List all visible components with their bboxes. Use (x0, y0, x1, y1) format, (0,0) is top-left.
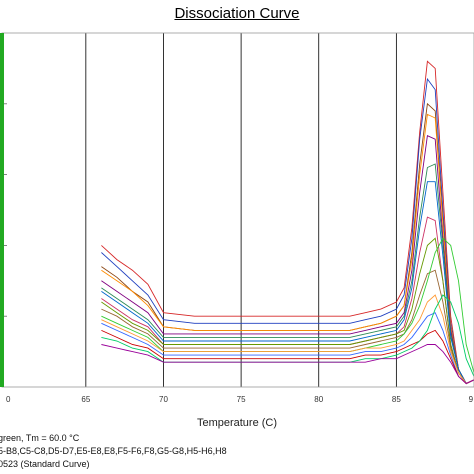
axes (0, 32, 474, 388)
x-tick-label: 75 (237, 395, 246, 404)
series-line-13 (101, 312, 474, 385)
series-line-5 (101, 135, 474, 385)
footer-line-2: 5-B8,C5-C8,D5-D7,E5-E8,E8,F5-F6,F8,G5-G8… (0, 446, 227, 456)
series-line-15 (101, 294, 474, 377)
chart-title: Dissociation Curve (174, 5, 300, 22)
x-tick-label: 9 (469, 395, 474, 404)
series-line-7 (101, 181, 474, 385)
series-line-16 (101, 344, 474, 385)
x-axis-label: Temperature (C) (197, 417, 277, 429)
footer-line-1: green, Tm = 60.0 °C (0, 433, 80, 443)
series-line-6 (101, 163, 474, 385)
series-line-9 (101, 237, 474, 385)
series-line-1 (101, 60, 474, 385)
x-tick-label: 80 (314, 395, 323, 404)
series-line-14 (101, 329, 474, 385)
x-tick-label: 65 (81, 395, 90, 404)
grid-lines (2, 33, 397, 387)
series-line-2 (101, 77, 474, 385)
footer-line-3: 0523 (Standard Curve) (0, 459, 90, 469)
series-line-11 (101, 237, 474, 373)
series-line-10 (101, 269, 474, 385)
tick-labels: 0 65 70 75 80 85 9 (6, 395, 474, 404)
series-line-12 (101, 294, 474, 385)
x-tick-label: 70 (159, 395, 168, 404)
x-tick-label: 85 (392, 395, 401, 404)
series-line-4 (101, 113, 474, 385)
series-lines (101, 60, 474, 385)
x-tick-label: 0 (6, 395, 11, 404)
